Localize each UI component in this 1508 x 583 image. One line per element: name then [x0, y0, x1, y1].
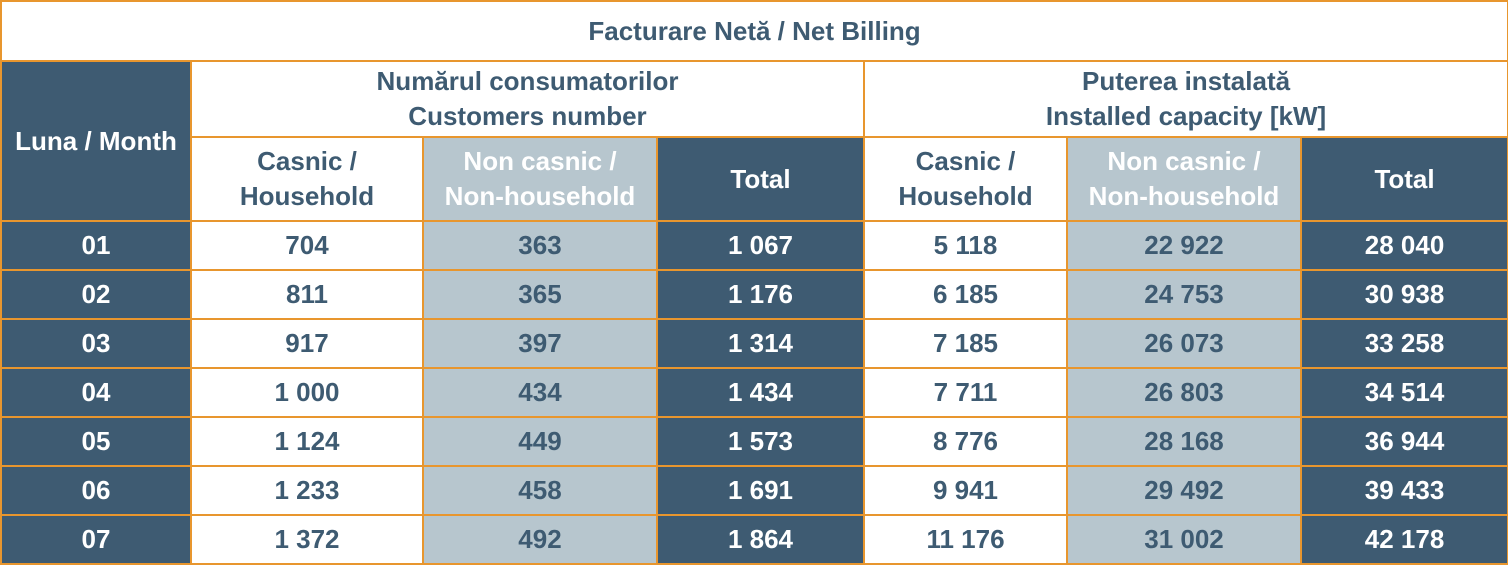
- subheader-line1: Non casnic /: [1107, 146, 1261, 176]
- table-row: 04 1 000 434 1 434 7 711 26 803 34 514: [0, 367, 1508, 418]
- subheader-capacity-non-household: Non casnic / Non-household: [1066, 136, 1302, 222]
- month-cell: 04: [0, 367, 192, 418]
- table-row: 05 1 124 449 1 573 8 776 28 168 36 944: [0, 416, 1508, 467]
- month-cell: 05: [0, 416, 192, 467]
- group-header-capacity: Puterea instalată Installed capacity [kW…: [862, 60, 1508, 138]
- capacity-household-cell: 8 776: [863, 416, 1068, 467]
- customers-non-household-cell: 449: [422, 416, 658, 467]
- subheader-customers-total: Total: [656, 136, 865, 222]
- capacity-household-cell: 6 185: [863, 269, 1068, 320]
- subheader-customers-household: Casnic / Household: [190, 136, 424, 222]
- month-cell: 07: [0, 514, 192, 565]
- customers-non-household-cell: 365: [422, 269, 658, 320]
- table-body: 01 704 363 1 067 5 118 22 922 28 040 02 811 365 1 …: [0, 220, 1508, 565]
- capacity-total-cell: 28 040: [1299, 220, 1508, 271]
- subheader-line1: Non casnic /: [463, 146, 617, 176]
- customers-non-household-cell: 397: [422, 318, 658, 369]
- month-column-header: Luna / Month: [0, 60, 192, 222]
- customers-household-cell: 1 372: [190, 514, 424, 565]
- customers-household-cell: 1 124: [190, 416, 424, 467]
- subheader-capacity-total: Total: [1299, 136, 1508, 222]
- group-header-capacity-line1: Puterea instalată: [1081, 66, 1291, 96]
- subheader-line2: Household: [239, 181, 375, 211]
- customers-household-cell: 811: [190, 269, 424, 320]
- capacity-non-household-cell: 31 002: [1066, 514, 1302, 565]
- subheader-customers-non-household: Non casnic / Non-household: [422, 136, 658, 222]
- capacity-non-household-cell: 26 803: [1066, 367, 1302, 418]
- subheader-capacity-household: Casnic / Household: [863, 136, 1068, 222]
- capacity-total-cell: 39 433: [1299, 465, 1508, 516]
- capacity-household-cell: 11 176: [863, 514, 1068, 565]
- month-cell: 03: [0, 318, 192, 369]
- customers-total-cell: 1 434: [656, 367, 865, 418]
- customers-total-cell: 1 176: [656, 269, 865, 320]
- capacity-non-household-cell: 28 168: [1066, 416, 1302, 467]
- month-cell: 01: [0, 220, 192, 271]
- customers-total-cell: 1 691: [656, 465, 865, 516]
- net-billing-table: Facturare Netă / Net Billing Luna / Mont…: [0, 0, 1508, 565]
- customers-non-household-cell: 492: [422, 514, 658, 565]
- capacity-household-cell: 5 118: [863, 220, 1068, 271]
- subheader-line2: Household: [898, 181, 1033, 211]
- group-header-customers-line1: Numărul consumatorilor: [376, 66, 679, 96]
- table-row: 07 1 372 492 1 864 11 176 31 002 42 178: [0, 514, 1508, 565]
- subheader-line2: Non-household: [1088, 181, 1280, 211]
- capacity-household-cell: 9 941: [863, 465, 1068, 516]
- table-row: 02 811 365 1 176 6 185 24 753 30 938: [0, 269, 1508, 320]
- customers-non-household-cell: 434: [422, 367, 658, 418]
- customers-household-cell: 1 000: [190, 367, 424, 418]
- capacity-total-cell: 36 944: [1299, 416, 1508, 467]
- capacity-total-cell: 34 514: [1299, 367, 1508, 418]
- group-header-capacity-line2: Installed capacity [kW]: [1045, 101, 1327, 131]
- table-row: 03 917 397 1 314 7 185 26 073 33 258: [0, 318, 1508, 369]
- capacity-non-household-cell: 29 492: [1066, 465, 1302, 516]
- capacity-total-cell: 33 258: [1299, 318, 1508, 369]
- customers-total-cell: 1 573: [656, 416, 865, 467]
- table-row: 01 704 363 1 067 5 118 22 922 28 040: [0, 220, 1508, 271]
- capacity-non-household-cell: 22 922: [1066, 220, 1302, 271]
- customers-household-cell: 917: [190, 318, 424, 369]
- capacity-household-cell: 7 185: [863, 318, 1068, 369]
- group-header-customers: Numărul consumatorilor Customers number: [190, 60, 865, 138]
- customers-non-household-cell: 458: [422, 465, 658, 516]
- customers-household-cell: 1 233: [190, 465, 424, 516]
- table-row: 06 1 233 458 1 691 9 941 29 492 39 433: [0, 465, 1508, 516]
- table-title: Facturare Netă / Net Billing: [0, 0, 1508, 62]
- capacity-total-cell: 30 938: [1299, 269, 1508, 320]
- subheader-line1: Casnic /: [915, 146, 1016, 176]
- capacity-household-cell: 7 711: [863, 367, 1068, 418]
- group-header-customers-line2: Customers number: [408, 101, 647, 131]
- subheader-line1: Casnic /: [257, 146, 357, 176]
- month-cell: 02: [0, 269, 192, 320]
- customers-total-cell: 1 864: [656, 514, 865, 565]
- customers-household-cell: 704: [190, 220, 424, 271]
- customers-total-cell: 1 067: [656, 220, 865, 271]
- customers-total-cell: 1 314: [656, 318, 865, 369]
- capacity-non-household-cell: 24 753: [1066, 269, 1302, 320]
- capacity-non-household-cell: 26 073: [1066, 318, 1302, 369]
- customers-non-household-cell: 363: [422, 220, 658, 271]
- month-cell: 06: [0, 465, 192, 516]
- subheader-line2: Non-household: [444, 181, 636, 211]
- capacity-total-cell: 42 178: [1299, 514, 1508, 565]
